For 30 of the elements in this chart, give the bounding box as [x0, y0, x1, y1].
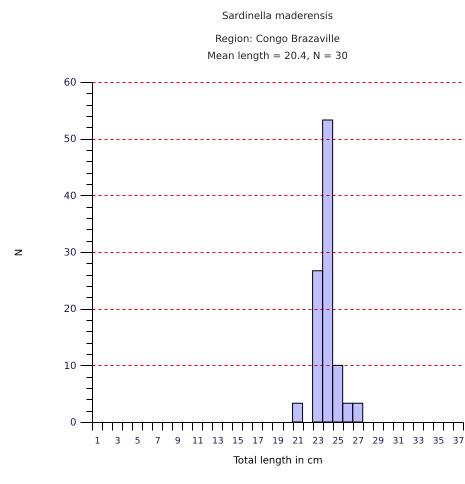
y-tick-label: 50 [64, 134, 76, 146]
x-tick-label: 5 [134, 436, 140, 446]
y-tick-label: 0 [70, 418, 76, 428]
x-tick-label: 23 [312, 436, 324, 446]
x-tick-label: 7 [154, 436, 161, 446]
y-tick-label: 60 [64, 78, 76, 88]
x-tick-label: 19 [272, 436, 284, 446]
y-tick-label: 20 [64, 304, 76, 316]
x-tick-label: 13 [212, 436, 224, 446]
x-tick-label: 11 [192, 436, 204, 446]
x-tick-label: 27 [352, 436, 364, 446]
x-tick-label: 9 [174, 436, 181, 446]
y-tick-label: 40 [64, 190, 76, 202]
x-tick-label: 25 [332, 436, 344, 446]
x-tick-label: 17 [252, 436, 264, 446]
x-tick-label: 37 [452, 436, 464, 446]
x-tick-label: 15 [232, 436, 244, 446]
y-tick-label: 30 [64, 248, 76, 258]
y-axis-title: N [14, 248, 25, 256]
x-axis-title: Total length in cm [232, 456, 323, 466]
x-tick-label: 21 [292, 436, 304, 446]
x-tick-label: 35 [432, 436, 444, 446]
x-tick-label: 3 [114, 436, 120, 446]
x-tick-label: 29 [372, 436, 384, 446]
chart-subtitle: Region: Congo Brazaville Mean length = 20.4, N = 30 [207, 34, 348, 62]
x-tick-label: 33 [412, 436, 424, 446]
chart-title: Sardinella maderensis [222, 11, 333, 22]
x-tick-label: 31 [392, 436, 404, 446]
x-tick-label: 1 [94, 436, 100, 446]
y-tick-label: 10 [64, 360, 76, 372]
